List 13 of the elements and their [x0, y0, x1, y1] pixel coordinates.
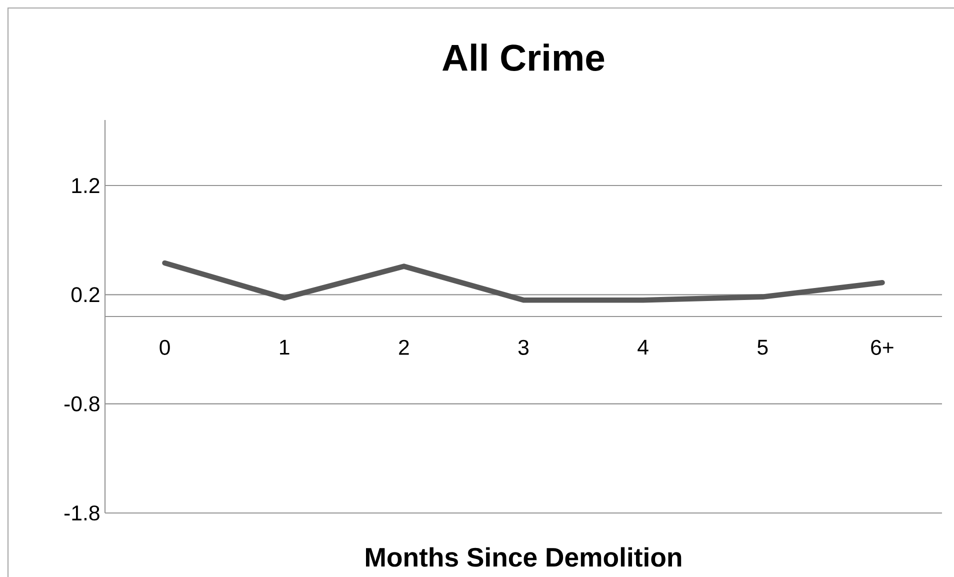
x-tick-label: 5	[758, 340, 768, 355]
x-tick-label: 0	[160, 340, 170, 355]
x-tick-label: 2	[399, 340, 409, 355]
y-tick-label: 1.2	[72, 178, 100, 193]
x-tick-label: 6+	[871, 340, 894, 355]
x-tick-label: 3	[518, 340, 528, 355]
y-tick-label: -1.8	[64, 505, 100, 521]
chart-title: All Crime	[442, 44, 604, 72]
y-tick-label: -0.8	[64, 396, 100, 412]
x-tick-label: 1	[280, 340, 290, 355]
y-tick-label: 0.2	[71, 287, 100, 302]
x-axis-title: Months Since Demolition	[366, 547, 682, 567]
x-tick-label: 4	[638, 340, 648, 355]
